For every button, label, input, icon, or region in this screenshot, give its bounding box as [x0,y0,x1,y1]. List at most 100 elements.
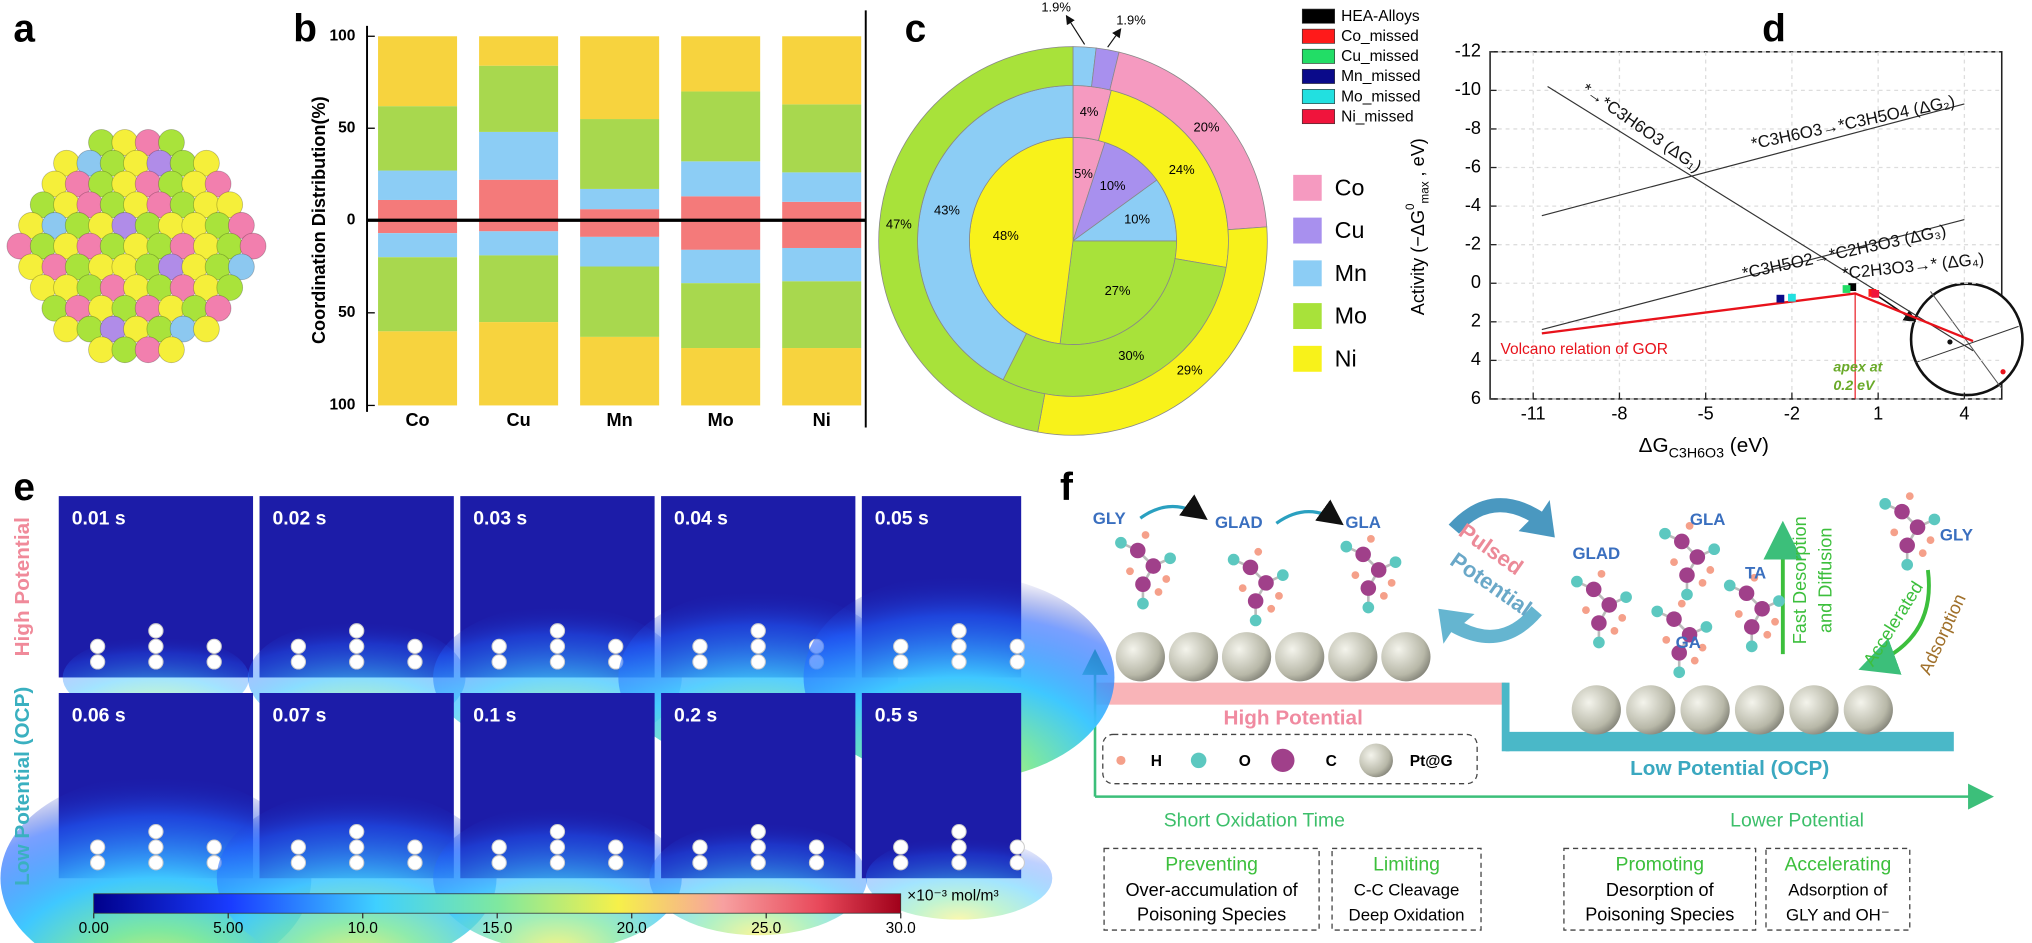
legend-swatch [1301,68,1335,84]
x-tick-label: -5 [1698,403,1714,423]
pt-sphere [1680,685,1730,735]
electrode-marker [407,839,423,855]
outcome-text: Poisoning Species [1137,905,1286,925]
atom-h [1926,536,1935,545]
atom-c [1909,519,1926,535]
atom-h [1238,584,1247,592]
electrode-marker [808,855,825,871]
atom-c [1681,626,1698,643]
atom-h [1597,569,1606,578]
x-axis-label-part: ΔG [1639,434,1669,457]
electrode-marker [951,823,967,840]
colorbar-tick-label: 20.0 [617,920,648,937]
pt-sphere [1275,632,1325,682]
electrode-marker [608,855,624,871]
molecule-label: TA [1745,563,1766,582]
d-inset-line [1930,291,2003,389]
high-potential-label: High Potential [1224,706,1363,729]
electrode-marker [549,623,566,639]
slice-label: 24% [1169,162,1195,177]
electrode-marker [750,855,766,871]
bar-segment [681,348,761,406]
bar-segment [479,220,559,232]
electrode-marker [549,654,566,670]
atom-h [1706,566,1715,574]
atom-h [1690,656,1699,665]
bar-segment [580,119,660,189]
legend-atom [1271,748,1295,773]
atom-c [1247,593,1264,609]
legend-label: Mo [1335,303,1367,329]
bar-segment [378,331,458,406]
atom-h [1275,591,1283,600]
electrode-marker [608,839,624,855]
annotation: 0.2 eV [1833,378,1876,394]
electrode-marker [148,623,164,639]
electrode-marker [549,823,566,840]
electrode-marker [349,839,365,855]
adsorption-label: Adsorption [1915,591,1970,678]
time-label: 0.06 s [72,704,126,726]
electrode-marker [206,839,222,855]
slice-label: 47% [886,216,912,231]
bar-segment [580,188,660,210]
outcome-text: Over-accumulation of [1125,880,1298,900]
slice-label: 4% [1080,104,1099,119]
electrode-marker [893,839,909,855]
y-tick-label: -12 [1455,41,1481,61]
legend-label: O [1239,753,1251,770]
atom [193,315,220,343]
atom-c [1754,601,1770,617]
electrode-marker [951,839,967,855]
atom-o [1277,569,1289,581]
legend-label: Mn [1335,260,1367,286]
outcome-title: Accelerating [1784,853,1891,875]
electrode-marker [290,839,307,855]
atom-c [1585,581,1602,598]
electrode-marker [349,623,365,639]
atom-c [1135,576,1151,592]
bar-segment [479,322,559,406]
legend-label: Mn_missed [1341,68,1420,85]
outcome-text: GLY and OH⁻ [1786,905,1890,924]
pt-sphere [1221,632,1272,682]
bar-segment [479,179,559,221]
atom-h [1750,573,1759,582]
atom-c [1894,503,1910,520]
outcome-box [1331,847,1482,931]
time-label: 0.03 s [473,508,527,530]
atom-h [1387,579,1396,587]
legend-atom [1359,743,1393,778]
atom [134,336,162,364]
x-tick-label: Mo [708,410,734,430]
electrode-marker [1009,855,1025,871]
legend-swatch [1293,345,1322,372]
time-label: 0.07 s [272,704,326,726]
colorbar-tick-label: 30.0 [886,920,917,937]
legend-atom [1190,752,1207,769]
atom-o [1227,553,1240,566]
atom-c [1743,619,1760,635]
concentration-field [865,836,1053,920]
pt-sphere [1789,685,1839,735]
atom-h [1734,610,1743,618]
electrode-marker [206,654,222,670]
panel-label: a [13,7,35,50]
colorbar-unit: ×10⁻³ mol/m³ [907,887,998,904]
electrode-marker [750,638,766,655]
electrode-marker [951,638,967,655]
atom-o [1773,595,1785,607]
pt-sphere [1734,685,1785,735]
legend-swatch [1293,303,1322,330]
x-tick-label: Co [405,410,429,430]
atom-h [1677,599,1686,608]
electrode-marker [893,855,909,871]
electrode-marker [692,654,708,670]
electrode-marker [89,654,106,670]
time-label: 0.1 s [473,704,516,726]
electrode-marker [692,638,708,655]
y-tick-label: -6 [1465,156,1481,176]
point [1776,294,1785,303]
legend-swatch [1293,217,1322,244]
legend-swatch [1301,48,1335,64]
